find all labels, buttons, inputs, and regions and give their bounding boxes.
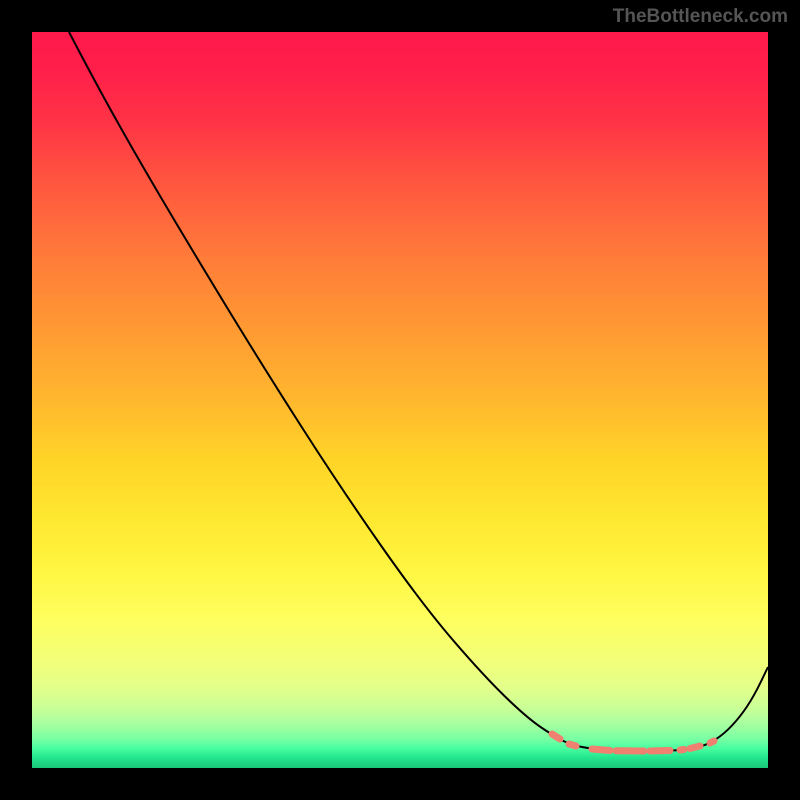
curve-marker: [552, 734, 560, 739]
bottleneck-curve: [69, 32, 768, 751]
curve-marker: [680, 750, 684, 751]
curve-marker: [710, 741, 714, 743]
curve-layer: [32, 32, 768, 768]
watermark-text: TheBottleneck.com: [613, 6, 788, 28]
curve-marker: [690, 746, 700, 749]
plot-area: [32, 32, 768, 768]
curve-marker: [569, 744, 576, 746]
curve-marker: [592, 749, 610, 751]
curve-marker: [650, 751, 670, 752]
marker-group: [552, 734, 714, 751]
